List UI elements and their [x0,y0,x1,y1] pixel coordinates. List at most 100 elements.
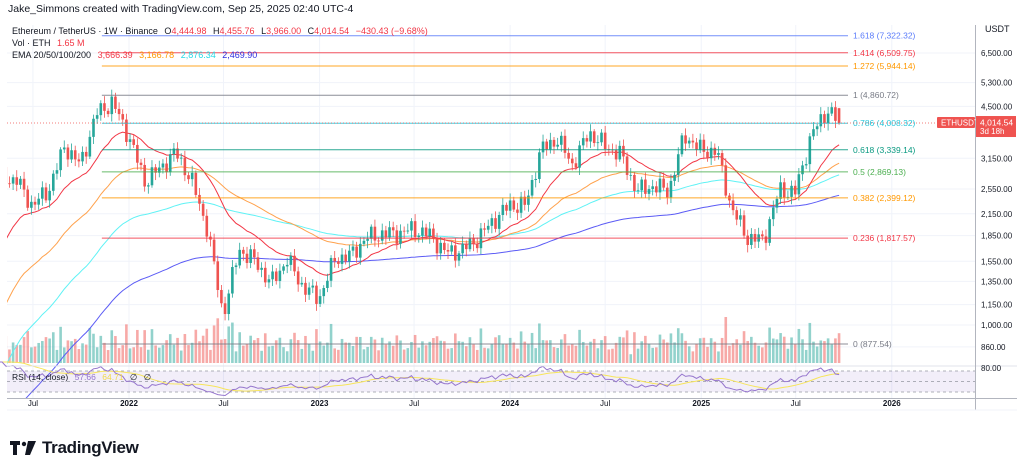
price-tick-label: 1,350.00 [981,277,1013,286]
volume-bar [534,348,538,363]
volume-bar [797,328,801,363]
candle-body [724,165,728,196]
candle-body [340,254,344,264]
candle-body [614,150,618,160]
volume-bar [728,345,731,363]
volume-bar [761,347,764,363]
volume-bar [622,337,625,363]
candle-body [538,152,541,179]
volume-bar [523,341,527,363]
candle-body [516,209,519,213]
volume-legend[interactable]: Vol · ETH 1.65 M [12,38,89,48]
candle-body [77,159,81,162]
candle-body [406,230,410,232]
rsi-ma-line [0,361,840,392]
candle-body [786,196,790,198]
volume-bar [837,333,841,363]
candle-body [245,253,249,263]
candle-body [73,150,77,160]
ohlc-high: H4,455.76 [213,26,255,36]
candle-body [37,198,40,205]
candle-body [380,230,384,241]
volume-bar [461,341,464,363]
candle-body [231,267,234,294]
candle-body [322,287,326,297]
time-tick-label: 2024 [501,399,519,408]
rsi-line [0,361,840,397]
rsi-legend[interactable]: RSI (14, close) 57.66 64.71 ∅ ∅ [12,372,155,383]
volume-bar [658,334,662,363]
volume-bar [519,331,523,363]
volume-bar [128,348,132,363]
candle-body [563,135,567,153]
ema200-line [25,194,840,398]
volume-bar [242,345,245,363]
candle-body [106,110,110,115]
volume-bar [253,340,256,363]
candle-body [285,264,289,267]
candle-body [790,185,793,197]
time-tick-label: 2023 [311,399,329,408]
ema-legend[interactable]: EMA 20/50/100/200 3,666.39 3,166.78 2,87… [12,50,261,60]
candle-body [51,173,55,191]
volume-bar [644,335,647,363]
candle-body [256,257,260,270]
candle-body [647,189,651,194]
candle-body [793,185,797,195]
candle-body [490,218,494,226]
volume-bar [486,348,490,363]
candle-body [625,156,629,175]
volume-bar [395,335,399,363]
volume-bar [702,337,706,363]
fib-level-label: 1.414 (6,509.75) [853,48,916,58]
volume-bar [121,345,125,363]
chart-credit: Jake_Simmons created with TradingView.co… [8,3,354,15]
volume-bars [7,317,841,363]
volume-bar [581,341,585,363]
candle-body [779,182,782,199]
candle-body [132,139,135,145]
candle-body [483,228,486,230]
candle-body [432,228,435,239]
candle-body [424,227,428,237]
candle-body [435,238,439,254]
candle-body [549,139,552,150]
volume-bar [245,344,249,363]
candle-body [768,219,771,243]
close-label: C [307,26,315,36]
ema20-value: 3,666.39 [97,50,133,60]
volume-bar [117,348,121,363]
candle-body [165,163,168,173]
candle-body [337,261,340,264]
candle-body [644,179,647,194]
volume-bar [249,335,252,363]
candle-body [198,194,201,204]
volume-bar [589,341,592,363]
volume-bar [753,342,757,363]
candle-body [8,183,11,185]
candle-body [33,201,37,205]
volume-bar [457,341,461,363]
candle-body [578,145,581,168]
volume-bar [88,327,92,363]
volume-bar [11,342,15,363]
price-tick-label: 1,550.00 [981,257,1013,266]
volume-bar [285,351,289,363]
candle-body [687,140,691,144]
volume-bar [289,339,293,363]
volume-bar [293,332,296,363]
volume-bar [282,347,285,363]
ema100-value: 2,876.34 [180,50,216,60]
fib-level-label: 0 (877.54) [853,339,892,349]
volume-bar [424,345,428,363]
volume-bar [377,350,380,363]
candle-body [373,226,377,241]
time-tick-label: Jul [600,399,610,408]
ema200-value: 2,469.90 [222,50,258,60]
close-value: 4,014.54 [314,26,350,36]
volume-bar [793,344,797,363]
volume-bar [684,340,687,363]
ohlc-close: C4,014.54 [308,26,350,36]
candle-body [333,257,337,262]
